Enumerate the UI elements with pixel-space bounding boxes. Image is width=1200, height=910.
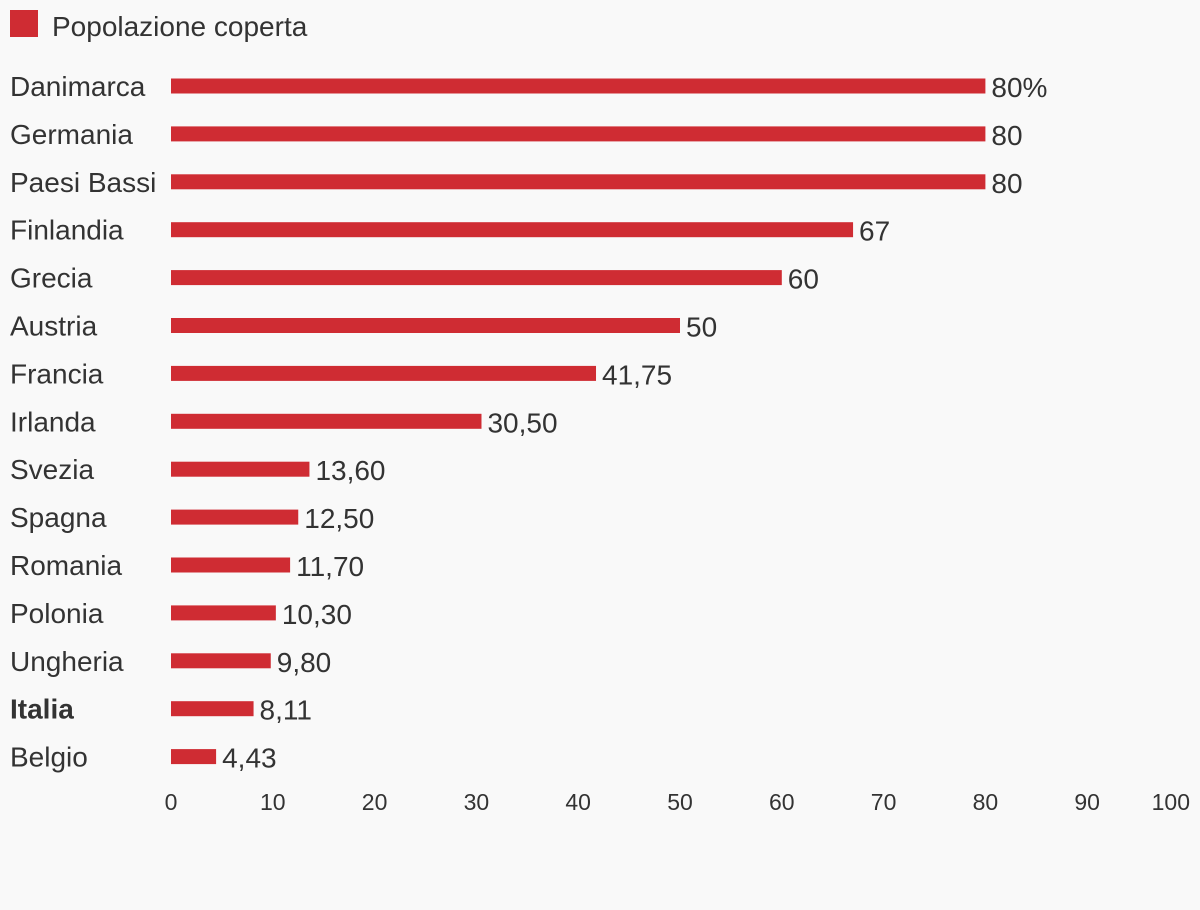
bar-row: Belgio 4,43	[10, 742, 277, 774]
x-tick-label: 90	[1074, 789, 1100, 815]
value-label: 30,50	[487, 407, 557, 438]
category-label: Danimarca	[10, 71, 146, 102]
bar	[171, 174, 986, 190]
bar	[171, 509, 299, 525]
bar-row: Austria 50	[10, 311, 717, 343]
bar	[171, 365, 597, 381]
legend: Popolazione coperta	[10, 10, 308, 42]
legend-swatch	[10, 10, 38, 37]
bar	[171, 78, 986, 94]
value-label: 67	[859, 216, 890, 247]
bar-row: Polonia 10,30	[10, 598, 352, 630]
value-label: 10,30	[282, 599, 352, 630]
x-tick-label: 20	[362, 789, 388, 815]
value-label: 80%	[991, 72, 1047, 103]
bar	[171, 749, 217, 765]
value-label: 4,43	[222, 743, 277, 774]
value-label: 41,75	[602, 359, 672, 390]
x-tick-label: 0	[165, 789, 178, 815]
category-label: Paesi Bassi	[10, 167, 156, 198]
bar-row: Grecia 60	[10, 263, 819, 295]
x-tick-label: 30	[464, 789, 490, 815]
bar-row: Ungheria 9,80	[10, 646, 331, 678]
bar-row: Romania 11,70	[10, 550, 364, 582]
value-label: 13,60	[315, 455, 385, 486]
bar-row: Italia 8,11	[10, 694, 312, 726]
value-label: 50	[686, 312, 717, 343]
value-label: 11,70	[296, 551, 364, 582]
x-tick-label: 60	[769, 789, 795, 815]
category-label: Austria	[10, 311, 98, 342]
bar-row: Germania 80	[10, 119, 1023, 151]
bar-row: Irlanda 30,50	[10, 406, 558, 438]
bar-row: Finlandia 67	[10, 215, 890, 247]
x-axis: 0 10 20 30 40 50 60 70 80 90 100	[165, 789, 1190, 815]
bar	[171, 605, 276, 621]
bar	[171, 461, 310, 477]
bar	[171, 270, 782, 286]
bar-row: Paesi Bassi 80	[10, 167, 1023, 199]
bar	[171, 413, 482, 429]
category-label: Finlandia	[10, 215, 124, 246]
bar	[171, 222, 854, 238]
category-label: Romania	[10, 550, 122, 581]
bar-rows: Danimarca 80% Germania 80 Paesi Bassi 80 Finla…	[10, 71, 1047, 774]
bar-row: Spagna 12,50	[10, 502, 374, 534]
x-tick-label: 10	[260, 789, 286, 815]
value-label: 60	[788, 264, 819, 295]
category-label: Spagna	[10, 502, 107, 533]
bar	[171, 318, 680, 333]
category-label: Germania	[10, 119, 133, 150]
bar	[171, 126, 986, 142]
bar	[171, 653, 271, 669]
value-label: 9,80	[277, 647, 332, 678]
category-label: Italia	[10, 694, 74, 725]
x-tick-label: 50	[667, 789, 693, 815]
category-label: Belgio	[10, 742, 88, 773]
x-tick-label: 40	[565, 789, 591, 815]
category-label: Polonia	[10, 598, 104, 629]
bar-row: Svezia 13,60	[10, 454, 386, 486]
category-label: Ungheria	[10, 646, 124, 677]
bar	[171, 557, 291, 573]
bar-row: Danimarca 80%	[10, 71, 1047, 103]
x-tick-label: 80	[973, 789, 999, 815]
value-label: 80	[991, 120, 1022, 151]
x-tick-label: 100	[1152, 789, 1190, 815]
bar	[171, 701, 254, 717]
category-label: Grecia	[10, 263, 93, 294]
legend-label: Popolazione coperta	[52, 11, 308, 42]
category-label: Francia	[10, 358, 104, 389]
category-label: Irlanda	[10, 406, 96, 437]
value-label: 80	[991, 168, 1022, 199]
category-label: Svezia	[10, 454, 94, 485]
value-label: 12,50	[304, 503, 374, 534]
value-label: 8,11	[260, 695, 312, 726]
bar-row: Francia 41,75	[10, 358, 672, 390]
x-tick-label: 70	[871, 789, 897, 815]
